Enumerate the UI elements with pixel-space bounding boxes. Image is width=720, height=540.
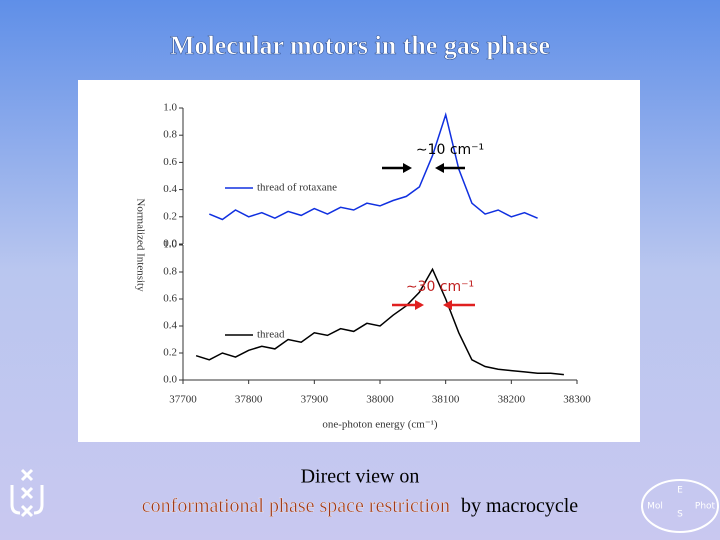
arrow-head bbox=[403, 163, 412, 173]
arrow-head bbox=[435, 163, 444, 173]
x-tick-label: 38200 bbox=[498, 394, 526, 406]
x-tick-label: 38000 bbox=[366, 394, 394, 406]
y-tick-label: 1.0 bbox=[163, 239, 177, 251]
y-tick-label: 1.0 bbox=[163, 102, 177, 114]
caption-line: Direct view on bbox=[301, 466, 420, 488]
x-tick-label: 38300 bbox=[563, 394, 591, 406]
slide-title: Molecular motors in the gas phase bbox=[170, 31, 550, 60]
chart-panel bbox=[78, 80, 640, 442]
university-logo bbox=[10, 468, 44, 518]
logo-text: Phot bbox=[695, 502, 716, 512]
logo-text: S bbox=[677, 510, 683, 520]
arrow-head bbox=[415, 300, 424, 310]
y-tick-label: 0.4 bbox=[163, 183, 177, 195]
series-line bbox=[209, 112, 538, 221]
x-axis-label: one-photon energy (cm⁻¹) bbox=[322, 419, 438, 431]
caption-highlight: conformational phase space restriction bbox=[142, 495, 450, 517]
y-tick-label: 0.2 bbox=[163, 210, 177, 222]
annotation: ∼10 cm⁻¹ bbox=[416, 142, 484, 158]
y-axis-label: Normalized Intensity bbox=[134, 198, 146, 292]
y-tick-label: 0.8 bbox=[163, 266, 177, 278]
caption-rest: by macrocycle bbox=[461, 495, 578, 517]
logo-text: E bbox=[677, 486, 683, 496]
legend-label: thread of rotaxane bbox=[257, 182, 337, 194]
y-tick-label: 0.0 bbox=[163, 374, 177, 386]
y-tick-label: 0.4 bbox=[163, 320, 177, 332]
y-tick-label: 0.0 bbox=[163, 238, 177, 250]
caption-line: conformational phase space restriction b… bbox=[142, 495, 579, 517]
x-tick-label: 38100 bbox=[432, 394, 460, 406]
arrow-head bbox=[443, 300, 452, 310]
y-tick-label: 0.6 bbox=[163, 156, 177, 168]
group-logo bbox=[641, 479, 719, 533]
y-tick-label: 0.8 bbox=[163, 129, 177, 141]
logo-text: Mol bbox=[647, 502, 663, 512]
chart: 0.0 0.2 0.4 0.6 0.8 1.0 Normalized Intensity th… bbox=[134, 102, 591, 431]
y-tick-label: 0.6 bbox=[163, 293, 177, 305]
legend-label: thread bbox=[257, 329, 285, 341]
x-tick-label: 37800 bbox=[235, 394, 263, 406]
x-tick-label: 37700 bbox=[169, 394, 197, 406]
series-line bbox=[195, 267, 564, 376]
y-tick-label: 0.2 bbox=[163, 347, 177, 359]
annotation: ∼30 cm⁻¹ bbox=[406, 279, 474, 295]
x-tick-label: 37900 bbox=[301, 394, 329, 406]
